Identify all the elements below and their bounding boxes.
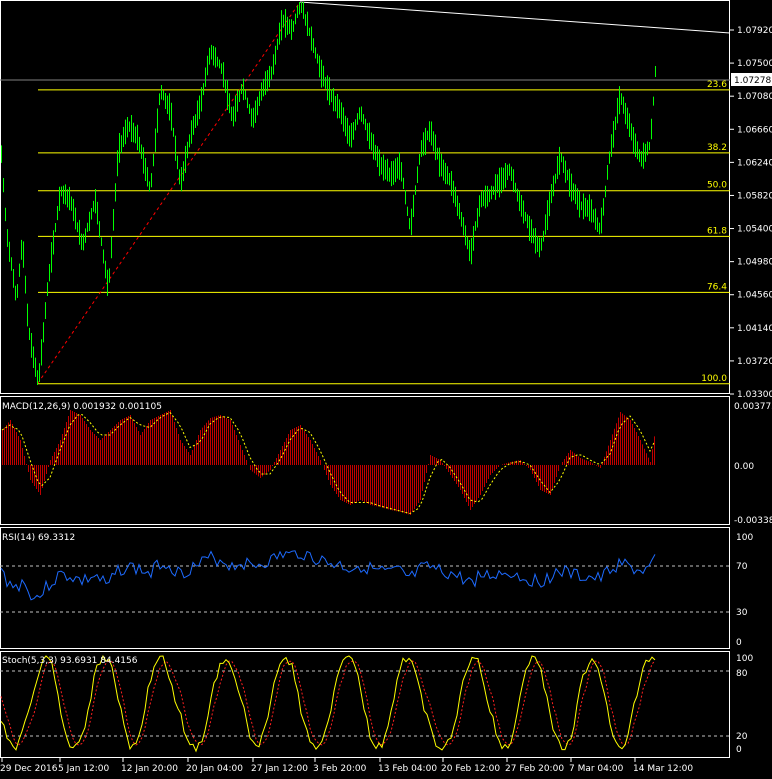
price-tick-label: 1.04980 (737, 258, 772, 268)
stoch-tick-80: 80 (736, 669, 748, 679)
rsi-panel: RSI(14) 69.3312 100 70 30 0 (0, 527, 753, 649)
macd-panel-frame (0, 396, 730, 525)
macd-tick-top: 0.003775 (734, 402, 772, 412)
time-label: 29 Dec 2016 (0, 764, 58, 774)
price-tick-label: 1.04140 (737, 324, 772, 334)
macd-panel: MACD(12,26,9) 0.001932 0.001105 0.003775… (0, 396, 772, 526)
time-label: 20 Feb 12:00 (441, 764, 500, 774)
rsi-tick-70: 70 (736, 562, 748, 572)
rsi-title: RSI(14) 69.3312 (2, 533, 75, 543)
price-tick-label: 1.07080 (737, 92, 772, 102)
rsi-tick-100: 100 (736, 533, 753, 543)
price-tick-label: 1.07920 (737, 26, 772, 36)
price-tick-label: 1.03720 (737, 357, 772, 367)
price-tick-label: 1.03300 (737, 390, 772, 400)
stoch-tick-0: 0 (736, 745, 742, 755)
rsi-panel-frame (0, 527, 730, 649)
stoch-tick-20: 20 (736, 732, 748, 742)
fibonacci-retracement[interactable]: 23.6 38.2 50.0 61.8 76.4 100.0 (38, 80, 730, 385)
time-label: 7 Mar 04:00 (569, 764, 624, 774)
rsi-tick-0: 0 (736, 638, 742, 648)
price-tick-label: 1.04560 (737, 291, 772, 301)
stoch-tick-100: 100 (736, 654, 753, 664)
time-label: 27 Feb 20:00 (505, 764, 564, 774)
macd-signal-line (1, 411, 655, 515)
price-bars (1, 2, 656, 385)
price-tick-label: 1.06660 (737, 125, 772, 135)
price-tick-label: 1.05820 (737, 191, 772, 201)
time-label: 14 Mar 12:00 (633, 764, 693, 774)
time-label: 13 Feb 04:00 (378, 764, 437, 774)
price-axis: 1.07920 1.07500 1.07080 1.06660 1.06240 1.058… (730, 26, 772, 400)
time-axis: 29 Dec 2016 5 Jan 12:00 12 Jan 20:00 20 Jan… (0, 758, 693, 774)
price-tick-label: 1.07500 (737, 59, 772, 69)
fibo-level-label: 50.0 (707, 181, 727, 191)
rsi-line (0, 550, 656, 601)
stoch-title: Stoch(5,3,3) 93.6931 84.4156 (2, 656, 138, 666)
price-tick-label: 1.05400 (737, 225, 772, 235)
rsi-tick-30: 30 (736, 608, 748, 618)
current-price-label: 1.07278 (734, 76, 771, 86)
current-price-box (731, 73, 772, 86)
trendline[interactable] (299, 1, 731, 34)
time-label: 3 Feb 20:00 (313, 764, 367, 774)
fibo-level-label: 23.6 (707, 80, 727, 90)
macd-histogram (2, 410, 655, 515)
fibo-level-label: 38.2 (707, 143, 727, 153)
fibo-level-label: 61.8 (707, 226, 727, 236)
stoch-panel-frame (0, 651, 730, 758)
price-panel-frame (0, 0, 730, 394)
macd-title: MACD(12,26,9) 0.001932 0.001105 (2, 402, 162, 412)
time-label: 20 Jan 04:00 (186, 764, 243, 774)
stoch-panel: Stoch(5,3,3) 93.6931 84.4156 100 80 20 0 (0, 651, 753, 758)
stoch-main-line (0, 654, 656, 753)
macd-tick-zero: 0.00 (734, 462, 754, 472)
time-label: 5 Jan 12:00 (58, 764, 110, 774)
time-label: 12 Jan 20:00 (121, 764, 178, 774)
fibo-level-label: 76.4 (707, 282, 727, 292)
macd-tick-bottom: -0.003384 (734, 516, 772, 526)
fibo-level-label: 100.0 (701, 374, 727, 384)
time-label: 27 Jan 12:00 (251, 764, 308, 774)
stoch-signal-line (0, 660, 656, 746)
fibo-baseline[interactable] (37, 1, 301, 384)
price-tick-label: 1.06240 (737, 158, 772, 168)
price-panel: 23.6 38.2 50.0 61.8 76.4 100.0 1.07920 1.07500… (0, 0, 772, 400)
